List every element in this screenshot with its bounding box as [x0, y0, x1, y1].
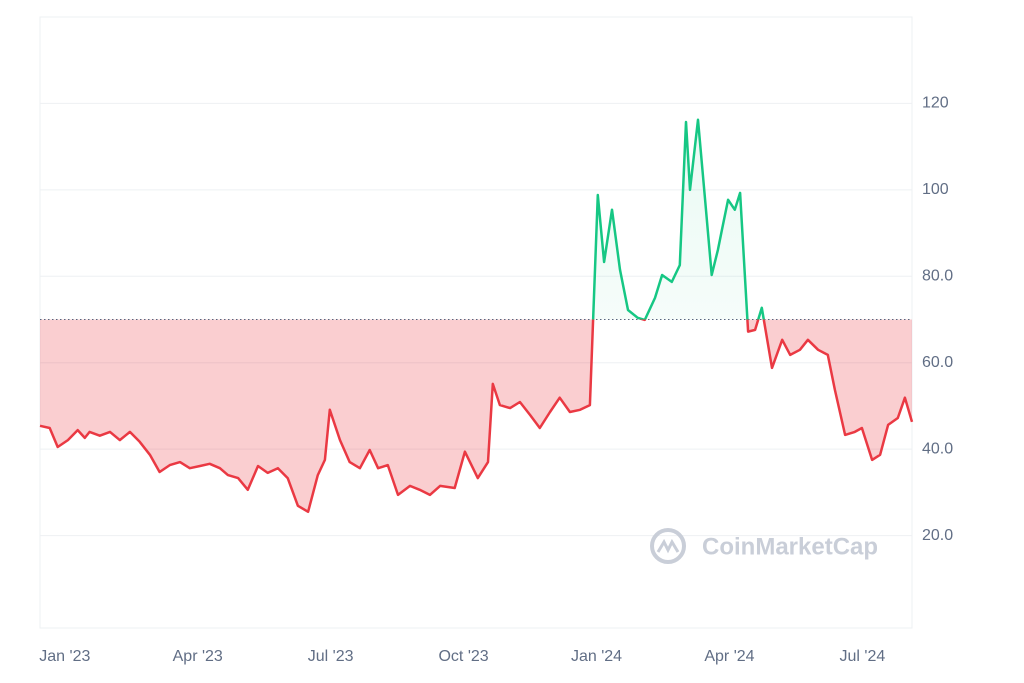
area [40, 119, 912, 512]
watermark: CoinMarketCap [702, 533, 878, 560]
y-tick-label: 80.0 [922, 268, 953, 285]
y-tick-label: 40.0 [922, 440, 953, 457]
x-tick-label: Jul '24 [839, 648, 885, 665]
y-tick-label: 120 [922, 95, 949, 112]
price-line [39, 118, 914, 514]
watermark-logo [650, 528, 686, 564]
x-tick-label: Apr '24 [704, 648, 754, 665]
y-tick-label: 60.0 [922, 354, 953, 371]
x-tick-label: Jul '23 [308, 648, 354, 665]
x-tick-label: Jan '23 [39, 648, 90, 665]
x-tick-label: Apr '23 [173, 648, 223, 665]
y-tick-label: 100 [922, 181, 949, 198]
x-tick-label: Oct '23 [438, 648, 488, 665]
y-tick-label: 20.0 [922, 527, 953, 544]
x-tick-label: Jan '24 [571, 648, 622, 665]
